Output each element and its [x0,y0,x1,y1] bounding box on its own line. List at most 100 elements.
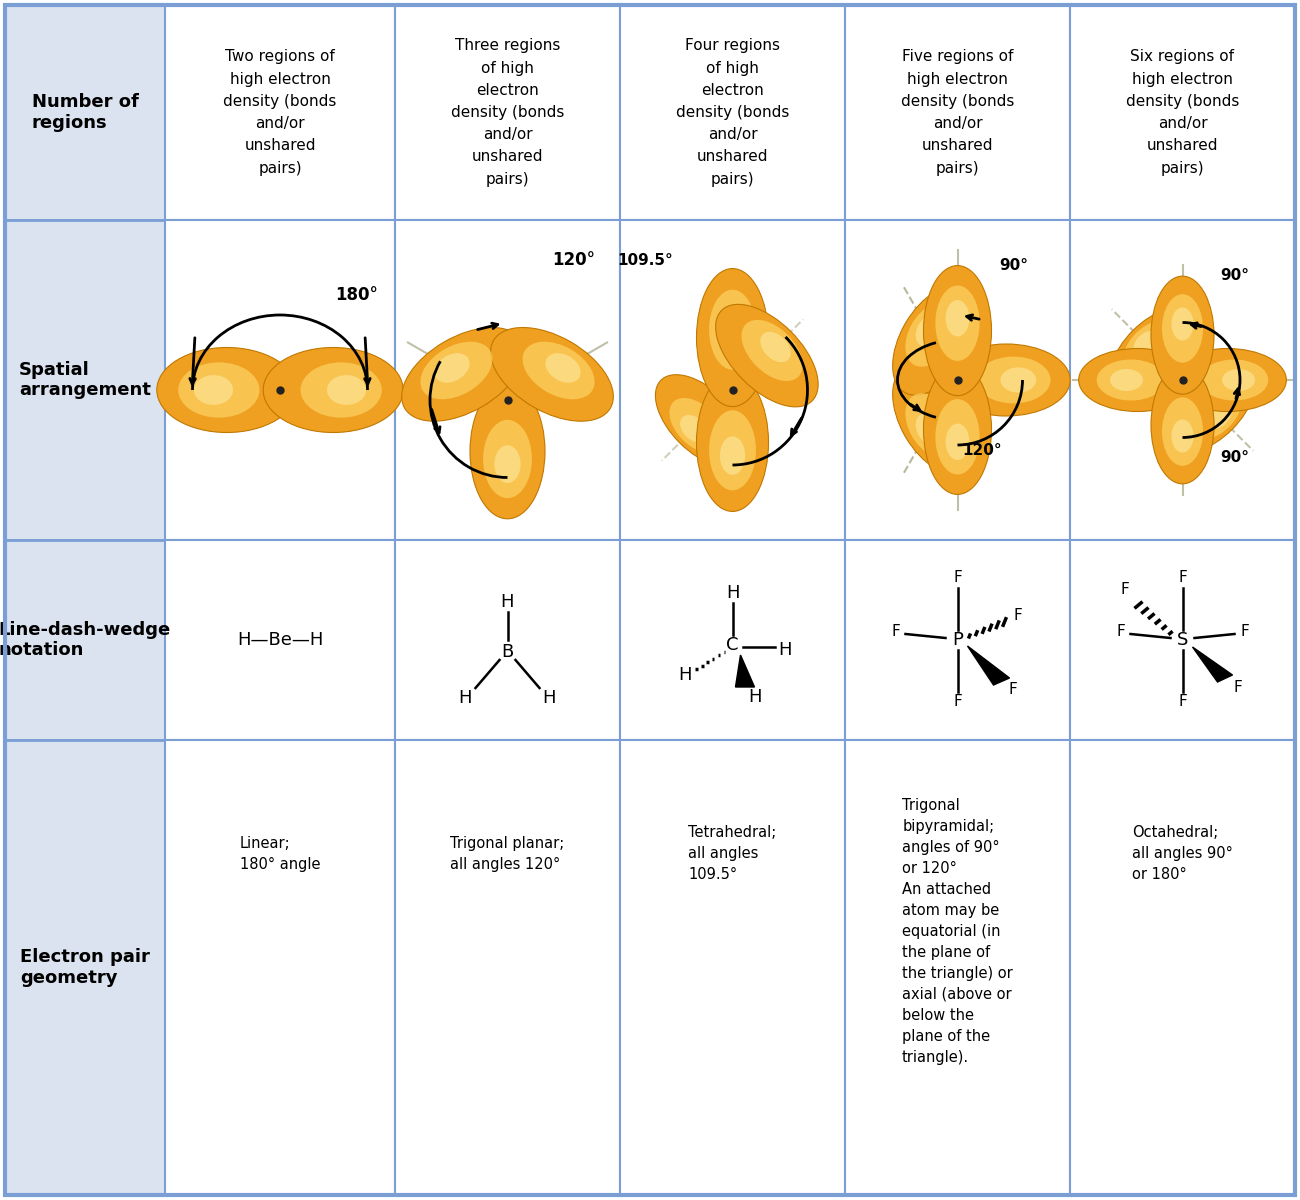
Ellipse shape [680,415,707,443]
Ellipse shape [915,414,942,445]
Text: C: C [727,636,738,654]
Text: Trigonal planar;
all angles 120°: Trigonal planar; all angles 120° [450,835,564,871]
Ellipse shape [760,331,790,362]
Ellipse shape [915,314,942,347]
Text: F: F [1178,695,1187,709]
Ellipse shape [945,424,970,460]
Ellipse shape [697,373,768,511]
Ellipse shape [523,342,594,400]
Text: 90°: 90° [1221,268,1249,283]
Ellipse shape [942,344,1070,416]
Ellipse shape [697,269,768,407]
Text: Electron pair
geometry: Electron pair geometry [20,948,150,986]
Text: H: H [459,689,472,707]
Text: Six regions of
high electron
density (bonds
and/or
unshared
pairs): Six regions of high electron density (bo… [1126,49,1239,175]
Text: H: H [777,641,792,659]
Bar [845,540,1070,740]
Text: Five regions of
high electron
density (bonds
and/or
unshared
pairs): Five regions of high electron density (b… [901,49,1014,175]
Bar [5,5,165,220]
Bar [1070,740,1295,1195]
Ellipse shape [1169,366,1254,452]
Text: F: F [953,695,962,709]
Text: Linear;
180° angle: Linear; 180° angle [239,835,320,871]
Bar [395,540,620,740]
Polygon shape [1192,647,1232,682]
Ellipse shape [490,328,614,421]
Ellipse shape [194,376,233,404]
Ellipse shape [402,328,524,421]
Bar [395,5,620,220]
Ellipse shape [1162,397,1202,466]
Ellipse shape [708,289,755,370]
Bar [165,740,395,1195]
Text: 120°: 120° [962,443,1002,458]
Ellipse shape [1097,360,1165,401]
Text: H: H [725,584,740,602]
Ellipse shape [484,420,532,498]
Ellipse shape [263,348,403,432]
Text: Four regions
of high
electron
density (bonds
and/or
unshared
pairs): Four regions of high electron density (b… [676,38,789,186]
Text: Tetrahedral;
all angles
109.5°: Tetrahedral; all angles 109.5° [689,826,776,882]
Bar [620,740,845,1195]
Text: F: F [1121,582,1128,598]
Ellipse shape [1190,388,1242,439]
Bar [165,5,395,220]
Ellipse shape [157,348,296,432]
Bar [395,220,620,540]
Ellipse shape [715,305,818,407]
Ellipse shape [1150,366,1214,484]
Bar [5,540,165,740]
Bar [845,220,1070,540]
Bar [165,220,395,540]
Text: F: F [1013,607,1022,623]
Ellipse shape [1222,368,1254,391]
Ellipse shape [893,365,976,474]
Text: 90°: 90° [1000,258,1028,272]
Text: H: H [677,666,692,684]
Ellipse shape [326,376,367,404]
Text: Trigonal
bipyramidal;
angles of 90°
or 120°
An attached
atom may be
equatorial (: Trigonal bipyramidal; angles of 90° or 1… [902,798,1013,1064]
Text: 109.5°: 109.5° [618,253,673,268]
Text: Number of
regions: Number of regions [31,94,138,132]
Ellipse shape [893,286,976,395]
Text: B: B [502,643,514,661]
Bar [5,740,165,1195]
Text: F: F [1008,683,1017,697]
Ellipse shape [1171,420,1193,452]
Text: Line-dash-wedge
notation: Line-dash-wedge notation [0,620,172,659]
Bar [395,740,620,1195]
Text: F: F [953,570,962,586]
Ellipse shape [708,410,755,491]
Bar [165,540,395,740]
Bar [1070,540,1295,740]
Ellipse shape [494,445,520,484]
Ellipse shape [1169,348,1286,412]
Text: F: F [891,624,900,640]
Text: 180°: 180° [335,286,378,304]
Bar [620,5,845,220]
Ellipse shape [655,374,748,467]
Ellipse shape [936,400,980,474]
Ellipse shape [905,394,957,457]
Bar [620,220,845,540]
Text: H: H [747,688,762,706]
Ellipse shape [1200,360,1269,401]
Ellipse shape [1171,307,1193,341]
Ellipse shape [1150,276,1214,394]
Text: F: F [1234,680,1242,696]
Ellipse shape [720,437,745,475]
Text: F: F [1117,624,1124,640]
Ellipse shape [300,362,382,418]
Text: 120°: 120° [552,251,595,269]
Ellipse shape [936,286,980,361]
Ellipse shape [1110,307,1197,395]
Ellipse shape [741,320,802,380]
Ellipse shape [670,398,724,454]
Text: 90°: 90° [1221,450,1249,464]
Text: H: H [543,689,556,707]
Text: F: F [1240,624,1249,640]
Ellipse shape [976,356,1050,403]
Ellipse shape [905,302,957,367]
Ellipse shape [923,365,992,494]
Text: S: S [1176,631,1188,649]
